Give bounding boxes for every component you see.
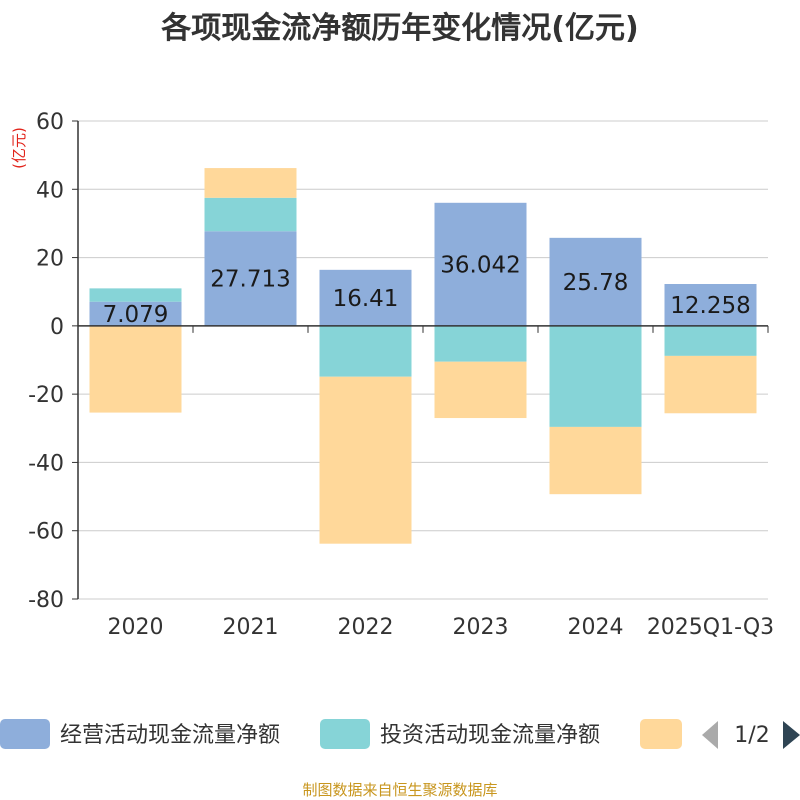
bar-series0-2023[interactable] [434,202,527,326]
legend-label-operating[interactable]: 经营活动现金流量净额 [60,723,280,748]
bar-series0-2025Q1-Q3[interactable] [664,284,757,326]
legend-swatch-operating[interactable] [0,719,50,749]
y-tick-label: -20 [28,383,64,408]
data-label-2024: 25.78 [563,270,629,296]
bar-series1-2021[interactable] [204,197,297,232]
data-labels: 7.079 27.713 16.41 36.042 25.78 12.258 [103,252,751,327]
x-tick-label: 2023 [453,615,509,640]
bar-series2-2025Q1-Q3[interactable] [664,355,757,414]
data-label-2023: 36.042 [440,252,520,278]
bar-series2-2022[interactable] [319,376,412,544]
legend-next-page-icon[interactable] [783,721,800,749]
bar-series1-2023[interactable] [434,325,527,362]
bar-series0-2022[interactable] [319,269,412,326]
source-note: 制图数据来自恒生聚源数据库 [302,781,497,799]
data-label-2025Q1-Q3: 12.258 [670,293,750,319]
y-tick-label: 40 [36,178,64,203]
legend-page-indicator: 1/2 [734,723,769,748]
y-tick-label: 0 [50,315,64,340]
legend: 经营活动现金流量净额 投资活动现金流量净额 1/2 [0,719,800,749]
bar-series1-2024[interactable] [549,325,642,427]
bar-series0-2021[interactable] [204,231,297,326]
y-axis-unit-label: (亿元) [10,127,28,169]
x-tick-label: 2020 [108,615,164,640]
x-tick-label: 2021 [223,615,279,640]
x-tick-label: 2025Q1-Q3 [647,615,774,640]
bar-series1-2025Q1-Q3[interactable] [664,325,757,356]
bar-series0-2020[interactable] [89,301,182,326]
bar-series2-2024[interactable] [549,426,642,495]
y-tick-label: -40 [28,451,64,476]
bar-series0-2024[interactable] [549,237,642,326]
y-tick-label: 20 [36,247,64,272]
y-tick-label: -60 [28,520,64,545]
bar-series [89,168,757,544]
y-tick-label: -80 [28,588,64,613]
legend-swatch-financing[interactable] [640,719,682,749]
x-tick-label: 2024 [568,615,624,640]
x-tick-label: 2022 [338,615,394,640]
bar-series2-2021[interactable] [204,168,297,198]
y-tick-label: 60 [36,110,64,135]
legend-swatch-investing[interactable] [320,719,370,749]
bar-series2-2023[interactable] [434,361,527,419]
data-label-2021: 27.713 [210,267,290,293]
bar-series2-2020[interactable] [89,325,182,413]
chart-title: 各项现金流净额历年变化情况(亿元) [160,11,638,46]
legend-label-investing[interactable]: 投资活动现金流量净额 [380,723,600,748]
axes: 60 40 20 0 -20 -40 -60 -80 2020 2021 2022 2023 2024 2… [28,110,774,640]
legend-prev-page-icon[interactable] [702,721,718,749]
bar-series1-2020[interactable] [89,288,182,302]
data-label-2022: 16.41 [333,286,399,312]
data-label-2020: 7.079 [103,302,169,328]
bar-series1-2022[interactable] [319,325,412,377]
gridlines [78,120,768,600]
